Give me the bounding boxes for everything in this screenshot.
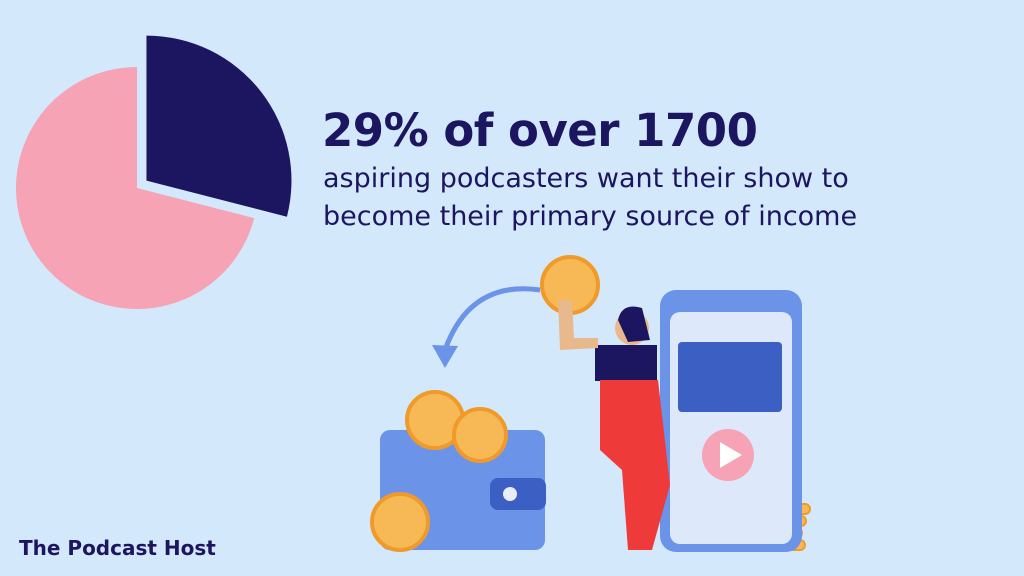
headline: 29% of over 1700 [322, 104, 758, 157]
coin-icons [370, 255, 730, 552]
person-figure [558, 300, 670, 550]
brand-logo: The Podcast Host [19, 536, 216, 560]
smartphone-icon [660, 290, 802, 552]
pie-slice-2 [16, 67, 255, 309]
curved-arrow-icon [432, 286, 541, 368]
podcaster-money-illustration [370, 255, 811, 552]
pie-chart [16, 35, 292, 309]
pie-slice-1 [146, 35, 292, 217]
subheadline-line-1: aspiring podcasters want their show to [323, 163, 849, 194]
play-icon [720, 442, 742, 468]
subheadline-line-2: become their primary source of income [323, 201, 858, 232]
